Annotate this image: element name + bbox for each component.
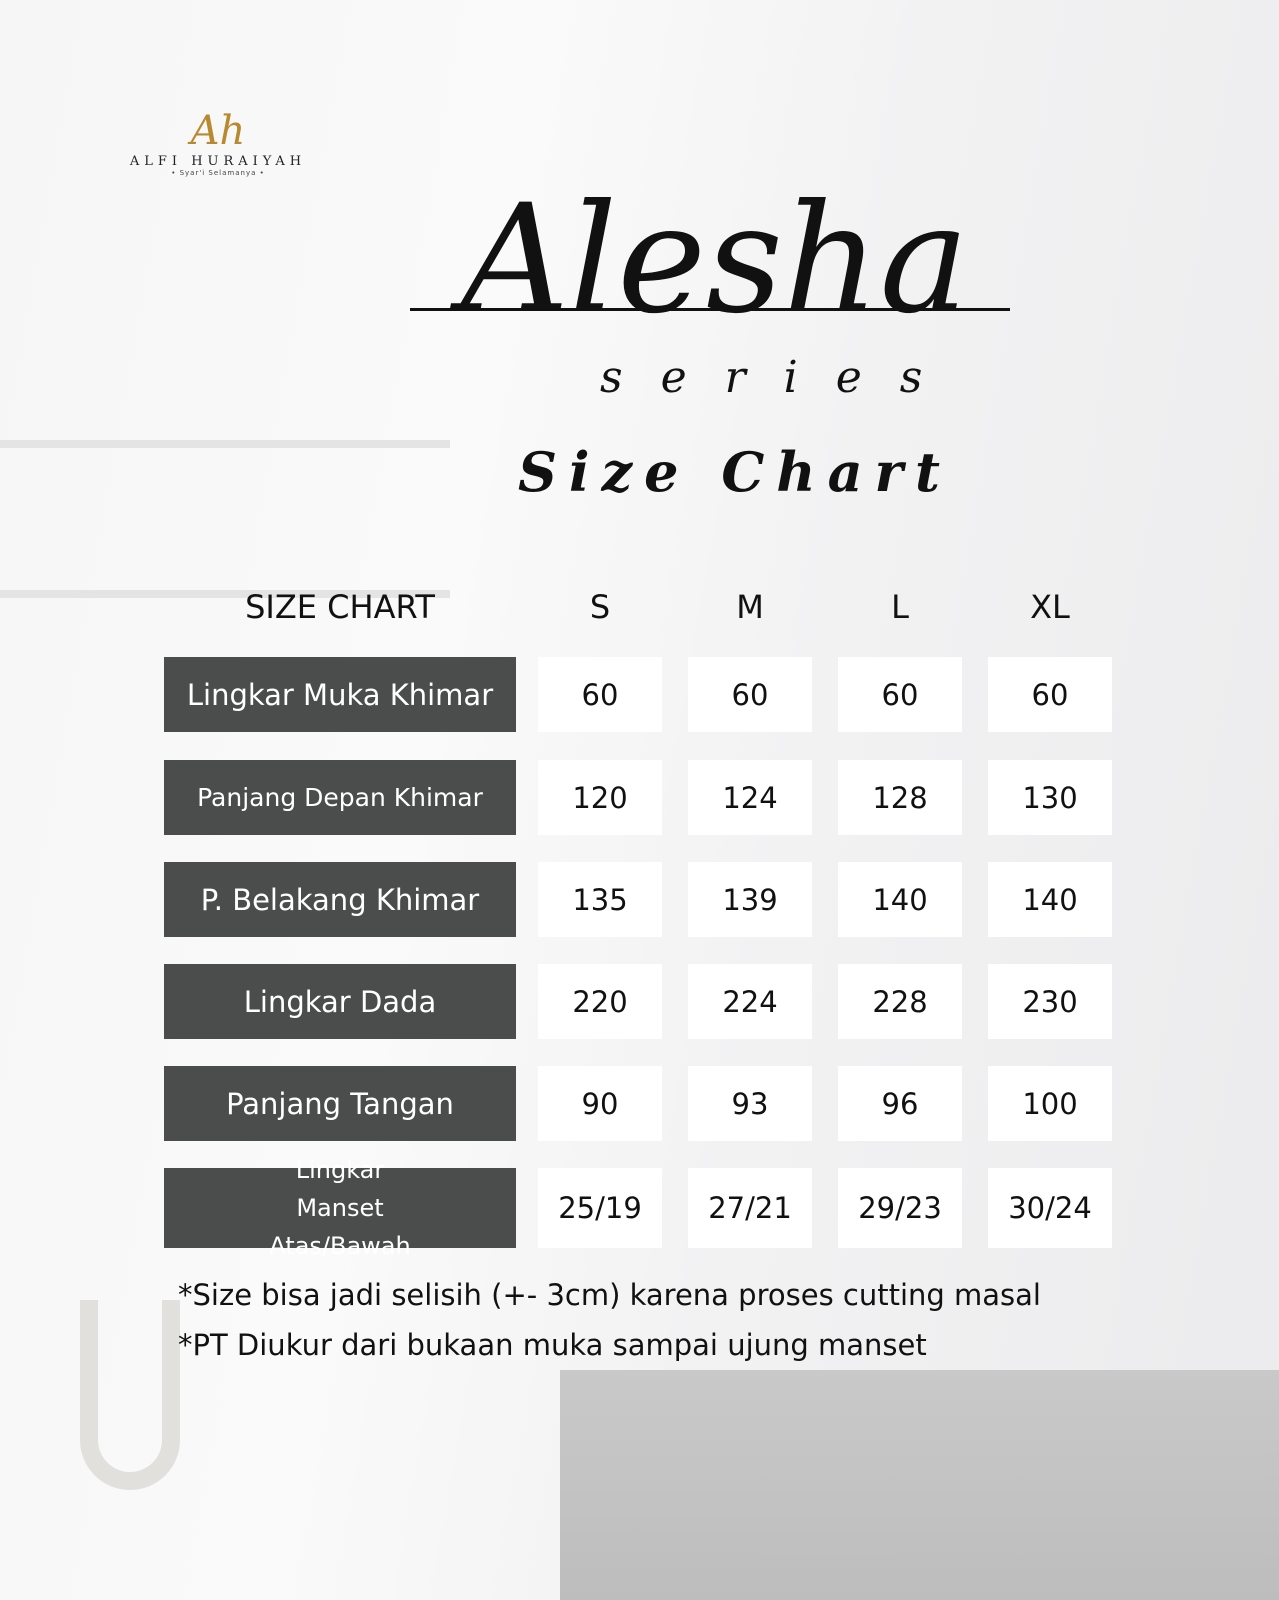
note-tolerance: *Size bisa jadi selisih (+- 3cm) karena … <box>178 1278 1041 1312</box>
logo-mark: Ah <box>190 108 246 154</box>
table-cell: 124 <box>688 760 812 835</box>
row-label: Panjang Depan Khimar <box>164 760 516 835</box>
table-cell: 135 <box>538 862 662 937</box>
table-cell: 228 <box>838 964 962 1039</box>
table-cell: 224 <box>688 964 812 1039</box>
brand-name: ALFI HURAIYAH <box>129 154 307 169</box>
row-label: Panjang Tangan <box>164 1066 516 1141</box>
collection-subtitle: series <box>600 352 961 403</box>
column-header-xl: XL <box>1030 588 1070 626</box>
background-shelf <box>0 440 450 448</box>
table-cell: 128 <box>838 760 962 835</box>
row-label: Lingkar Muka Khimar <box>164 657 516 732</box>
row-label: Lingkar Dada <box>164 964 516 1039</box>
table-cell: 140 <box>838 862 962 937</box>
column-header-l: L <box>891 588 909 626</box>
table-cell: 90 <box>538 1066 662 1141</box>
note-measurement: *PT Diukur dari bukaan muka sampai ujung… <box>178 1328 927 1362</box>
brand-logo: Ah ALFI HURAIYAH • Syar'i Selamanya • <box>118 108 318 177</box>
table-cell: 139 <box>688 862 812 937</box>
table-cell: 220 <box>538 964 662 1039</box>
chart-title: Size Chart <box>518 440 952 504</box>
column-header-m: M <box>736 588 764 626</box>
table-cell: 30/24 <box>988 1168 1112 1248</box>
table-cell: 60 <box>688 657 812 732</box>
table-cell: 130 <box>988 760 1112 835</box>
table-cell: 27/21 <box>688 1168 812 1248</box>
background-floor <box>560 1370 1279 1600</box>
table-cell: 29/23 <box>838 1168 962 1248</box>
collection-title: Alesha <box>460 173 970 347</box>
table-cell: 96 <box>838 1066 962 1141</box>
row-label: Lingkar Manset Atas/Bawah <box>164 1156 516 1260</box>
row-label: P. Belakang Khimar <box>164 862 516 937</box>
table-cell: 60 <box>838 657 962 732</box>
table-cell: 93 <box>688 1066 812 1141</box>
table-cell: 100 <box>988 1066 1112 1141</box>
table-cell: 25/19 <box>538 1168 662 1248</box>
table-cell: 60 <box>538 657 662 732</box>
title-underline <box>410 308 1010 311</box>
table-cell: 120 <box>538 760 662 835</box>
column-header-s: S <box>589 588 611 626</box>
table-corner-header: SIZE CHART <box>245 588 435 626</box>
brand-tagline: • Syar'i Selamanya • <box>171 169 265 177</box>
background-shelf <box>0 590 450 598</box>
table-cell: 60 <box>988 657 1112 732</box>
table-cell: 230 <box>988 964 1112 1039</box>
vase-decoration <box>80 1300 180 1490</box>
table-cell: 140 <box>988 862 1112 937</box>
